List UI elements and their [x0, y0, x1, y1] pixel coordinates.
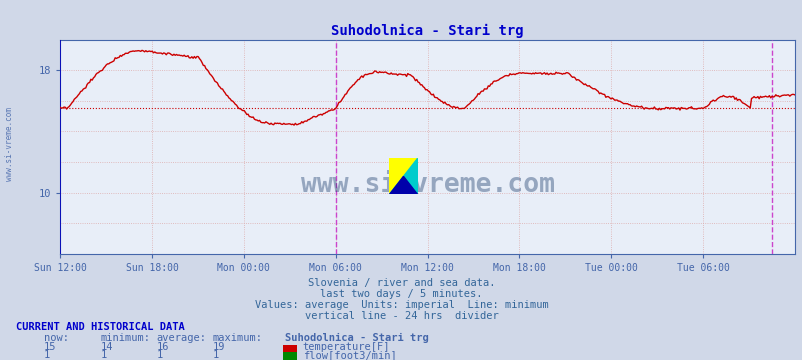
- Title: Suhodolnica - Stari trg: Suhodolnica - Stari trg: [331, 24, 523, 39]
- Text: maximum:: maximum:: [213, 333, 262, 343]
- Text: www.si-vreme.com: www.si-vreme.com: [300, 172, 554, 198]
- Text: Suhodolnica - Stari trg: Suhodolnica - Stari trg: [285, 333, 428, 343]
- Polygon shape: [389, 176, 417, 194]
- Text: 1: 1: [100, 350, 107, 360]
- Text: 16: 16: [156, 342, 169, 352]
- Text: average:: average:: [156, 333, 206, 343]
- Text: last two days / 5 minutes.: last two days / 5 minutes.: [320, 289, 482, 299]
- Text: Slovenia / river and sea data.: Slovenia / river and sea data.: [307, 278, 495, 288]
- Text: Values: average  Units: imperial  Line: minimum: Values: average Units: imperial Line: mi…: [254, 300, 548, 310]
- Text: 19: 19: [213, 342, 225, 352]
- Text: now:: now:: [44, 333, 69, 343]
- Text: CURRENT AND HISTORICAL DATA: CURRENT AND HISTORICAL DATA: [16, 323, 184, 333]
- Text: 1: 1: [213, 350, 219, 360]
- Text: 14: 14: [100, 342, 113, 352]
- Text: 1: 1: [156, 350, 163, 360]
- Text: www.si-vreme.com: www.si-vreme.com: [5, 107, 14, 181]
- Text: temperature[F]: temperature[F]: [302, 342, 390, 352]
- Polygon shape: [389, 158, 417, 194]
- Text: flow[foot3/min]: flow[foot3/min]: [302, 350, 396, 360]
- Text: 1: 1: [44, 350, 51, 360]
- Text: minimum:: minimum:: [100, 333, 150, 343]
- Polygon shape: [389, 158, 417, 194]
- Text: 15: 15: [44, 342, 57, 352]
- Text: vertical line - 24 hrs  divider: vertical line - 24 hrs divider: [304, 311, 498, 321]
